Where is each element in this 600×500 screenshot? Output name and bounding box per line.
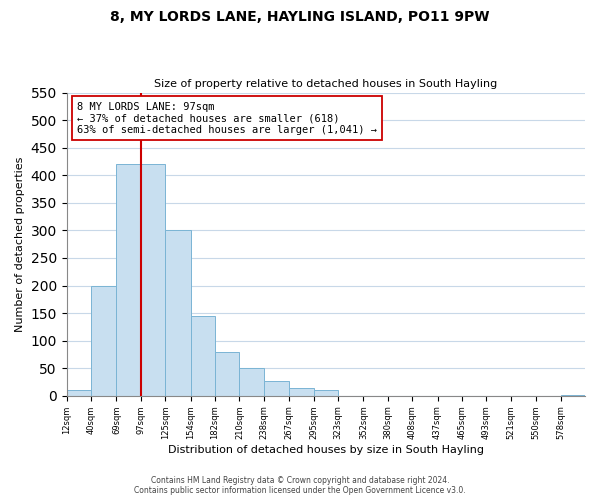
Text: 8 MY LORDS LANE: 97sqm
← 37% of detached houses are smaller (618)
63% of semi-de: 8 MY LORDS LANE: 97sqm ← 37% of detached… xyxy=(77,102,377,135)
Bar xyxy=(560,394,585,396)
Y-axis label: Number of detached properties: Number of detached properties xyxy=(15,156,25,332)
Bar xyxy=(191,316,215,396)
Text: Contains HM Land Registry data © Crown copyright and database right 2024.
Contai: Contains HM Land Registry data © Crown c… xyxy=(134,476,466,495)
Bar xyxy=(165,230,191,396)
Bar xyxy=(314,390,338,396)
Title: Size of property relative to detached houses in South Hayling: Size of property relative to detached ho… xyxy=(154,79,497,89)
Bar xyxy=(215,352,239,396)
Bar xyxy=(67,390,91,396)
Bar xyxy=(141,164,165,396)
Bar xyxy=(264,381,289,396)
Bar xyxy=(239,368,264,396)
Bar xyxy=(91,286,116,396)
X-axis label: Distribution of detached houses by size in South Hayling: Distribution of detached houses by size … xyxy=(168,445,484,455)
Text: 8, MY LORDS LANE, HAYLING ISLAND, PO11 9PW: 8, MY LORDS LANE, HAYLING ISLAND, PO11 9… xyxy=(110,10,490,24)
Bar xyxy=(289,388,314,396)
Bar xyxy=(116,164,141,396)
